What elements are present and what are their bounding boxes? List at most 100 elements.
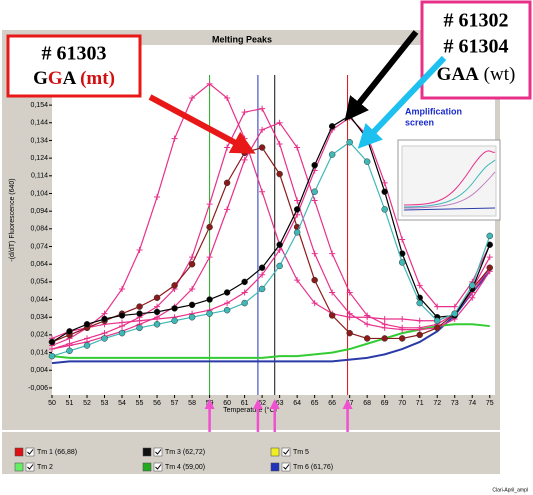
point: [154, 309, 160, 315]
legend-swatch: [143, 448, 151, 456]
point: [84, 321, 90, 327]
legend-checkbox: [26, 448, 34, 456]
y-tick-label: 0,144: [30, 120, 48, 127]
x-tick-label: 58: [188, 400, 196, 407]
point: [382, 335, 388, 341]
y-tick-label: 0,154: [30, 102, 48, 109]
x-axis-label: Temperature (°C): [223, 406, 277, 414]
point: [102, 316, 108, 322]
x-tick-label: 52: [83, 400, 91, 407]
mt-id: # 61303: [42, 43, 107, 65]
point: [137, 325, 143, 331]
point: [172, 305, 178, 311]
legend-checkbox: [282, 463, 290, 471]
point: [224, 180, 230, 186]
point: [119, 312, 125, 318]
inset-caption: Amplification: [405, 106, 462, 116]
point: [417, 332, 423, 338]
x-tick-label: 55: [136, 400, 144, 407]
legend-label: Tm 4 (59,00): [165, 464, 205, 471]
x-tick-label: 64: [293, 400, 301, 407]
point: [189, 302, 195, 308]
x-tick-label: 54: [118, 400, 126, 407]
y-tick-label: 0,054: [30, 279, 48, 286]
y-tick-label: 0,114: [31, 173, 48, 180]
y-tick-label: 0,004: [30, 367, 48, 374]
point: [259, 145, 265, 151]
x-tick-label: 70: [398, 400, 406, 407]
point: [84, 343, 90, 349]
legend-swatch: [143, 463, 151, 471]
point: [399, 259, 405, 265]
point: [259, 265, 265, 271]
mt-genotype: GGA (mt): [33, 68, 115, 89]
x-tick-label: 60: [223, 400, 231, 407]
y-tick-label: 0,094: [30, 208, 48, 215]
point: [172, 282, 178, 288]
point: [487, 265, 493, 271]
legend-checkbox: [154, 463, 162, 471]
y-tick-label: 0,034: [30, 314, 48, 321]
point: [119, 330, 125, 336]
point: [312, 162, 318, 168]
point: [207, 297, 213, 303]
point: [207, 311, 213, 317]
x-tick-label: 61: [241, 400, 249, 407]
x-tick-label: 65: [311, 400, 319, 407]
point: [154, 321, 160, 327]
point: [382, 206, 388, 212]
x-tick-label: 53: [101, 400, 109, 407]
x-tick-label: 63: [276, 400, 284, 407]
point: [224, 289, 230, 295]
x-tick-label: 71: [416, 400, 424, 407]
point: [469, 282, 475, 288]
y-tick-label: 0,064: [30, 261, 48, 268]
point: [329, 312, 335, 318]
point: [224, 307, 230, 313]
point: [49, 353, 55, 359]
legend-checkbox: [154, 448, 162, 456]
footer: Clari-April_ampl: [492, 487, 528, 493]
y-tick-label: 0,024: [30, 332, 48, 339]
y-tick-label: 0,014: [30, 349, 48, 356]
x-tick-label: 69: [381, 400, 389, 407]
x-tick-label: 72: [433, 400, 441, 407]
legend-label: Tm 5: [293, 449, 309, 456]
legend-label: Tm 2: [37, 464, 53, 471]
y-axis-label: -(d/dT) Fluorescence (640): [9, 178, 16, 261]
point: [49, 339, 55, 345]
point: [417, 300, 423, 306]
point: [189, 314, 195, 320]
x-tick-label: 50: [48, 400, 56, 407]
wt-id: # 61302: [444, 10, 509, 32]
point: [277, 171, 283, 177]
point: [347, 139, 353, 145]
point: [242, 300, 248, 306]
x-tick-label: 75: [486, 400, 494, 407]
y-tick-label: 0,044: [30, 296, 48, 303]
y-tick-label: 0,104: [30, 190, 48, 197]
y-tick-label: -0,006: [28, 385, 48, 392]
point: [277, 263, 283, 269]
x-tick-label: 73: [451, 400, 459, 407]
point: [67, 348, 73, 354]
point: [242, 150, 248, 156]
point: [347, 330, 353, 336]
legend-label: Tm 1 (66,88): [37, 449, 77, 456]
legend-checkbox: [26, 463, 34, 471]
legend-checkbox: [282, 448, 290, 456]
point: [364, 335, 370, 341]
point: [102, 335, 108, 341]
wt-genotype: GAA (wt): [437, 64, 516, 85]
x-tick-label: 66: [328, 400, 336, 407]
point: [154, 295, 160, 301]
point: [67, 328, 73, 334]
point: [137, 311, 143, 317]
y-tick-label: 0,084: [30, 226, 48, 233]
point: [277, 242, 283, 248]
legend-swatch: [271, 463, 279, 471]
x-tick-label: 51: [66, 400, 74, 407]
point: [487, 233, 493, 239]
x-tick-label: 68: [363, 400, 371, 407]
point: [312, 277, 318, 283]
